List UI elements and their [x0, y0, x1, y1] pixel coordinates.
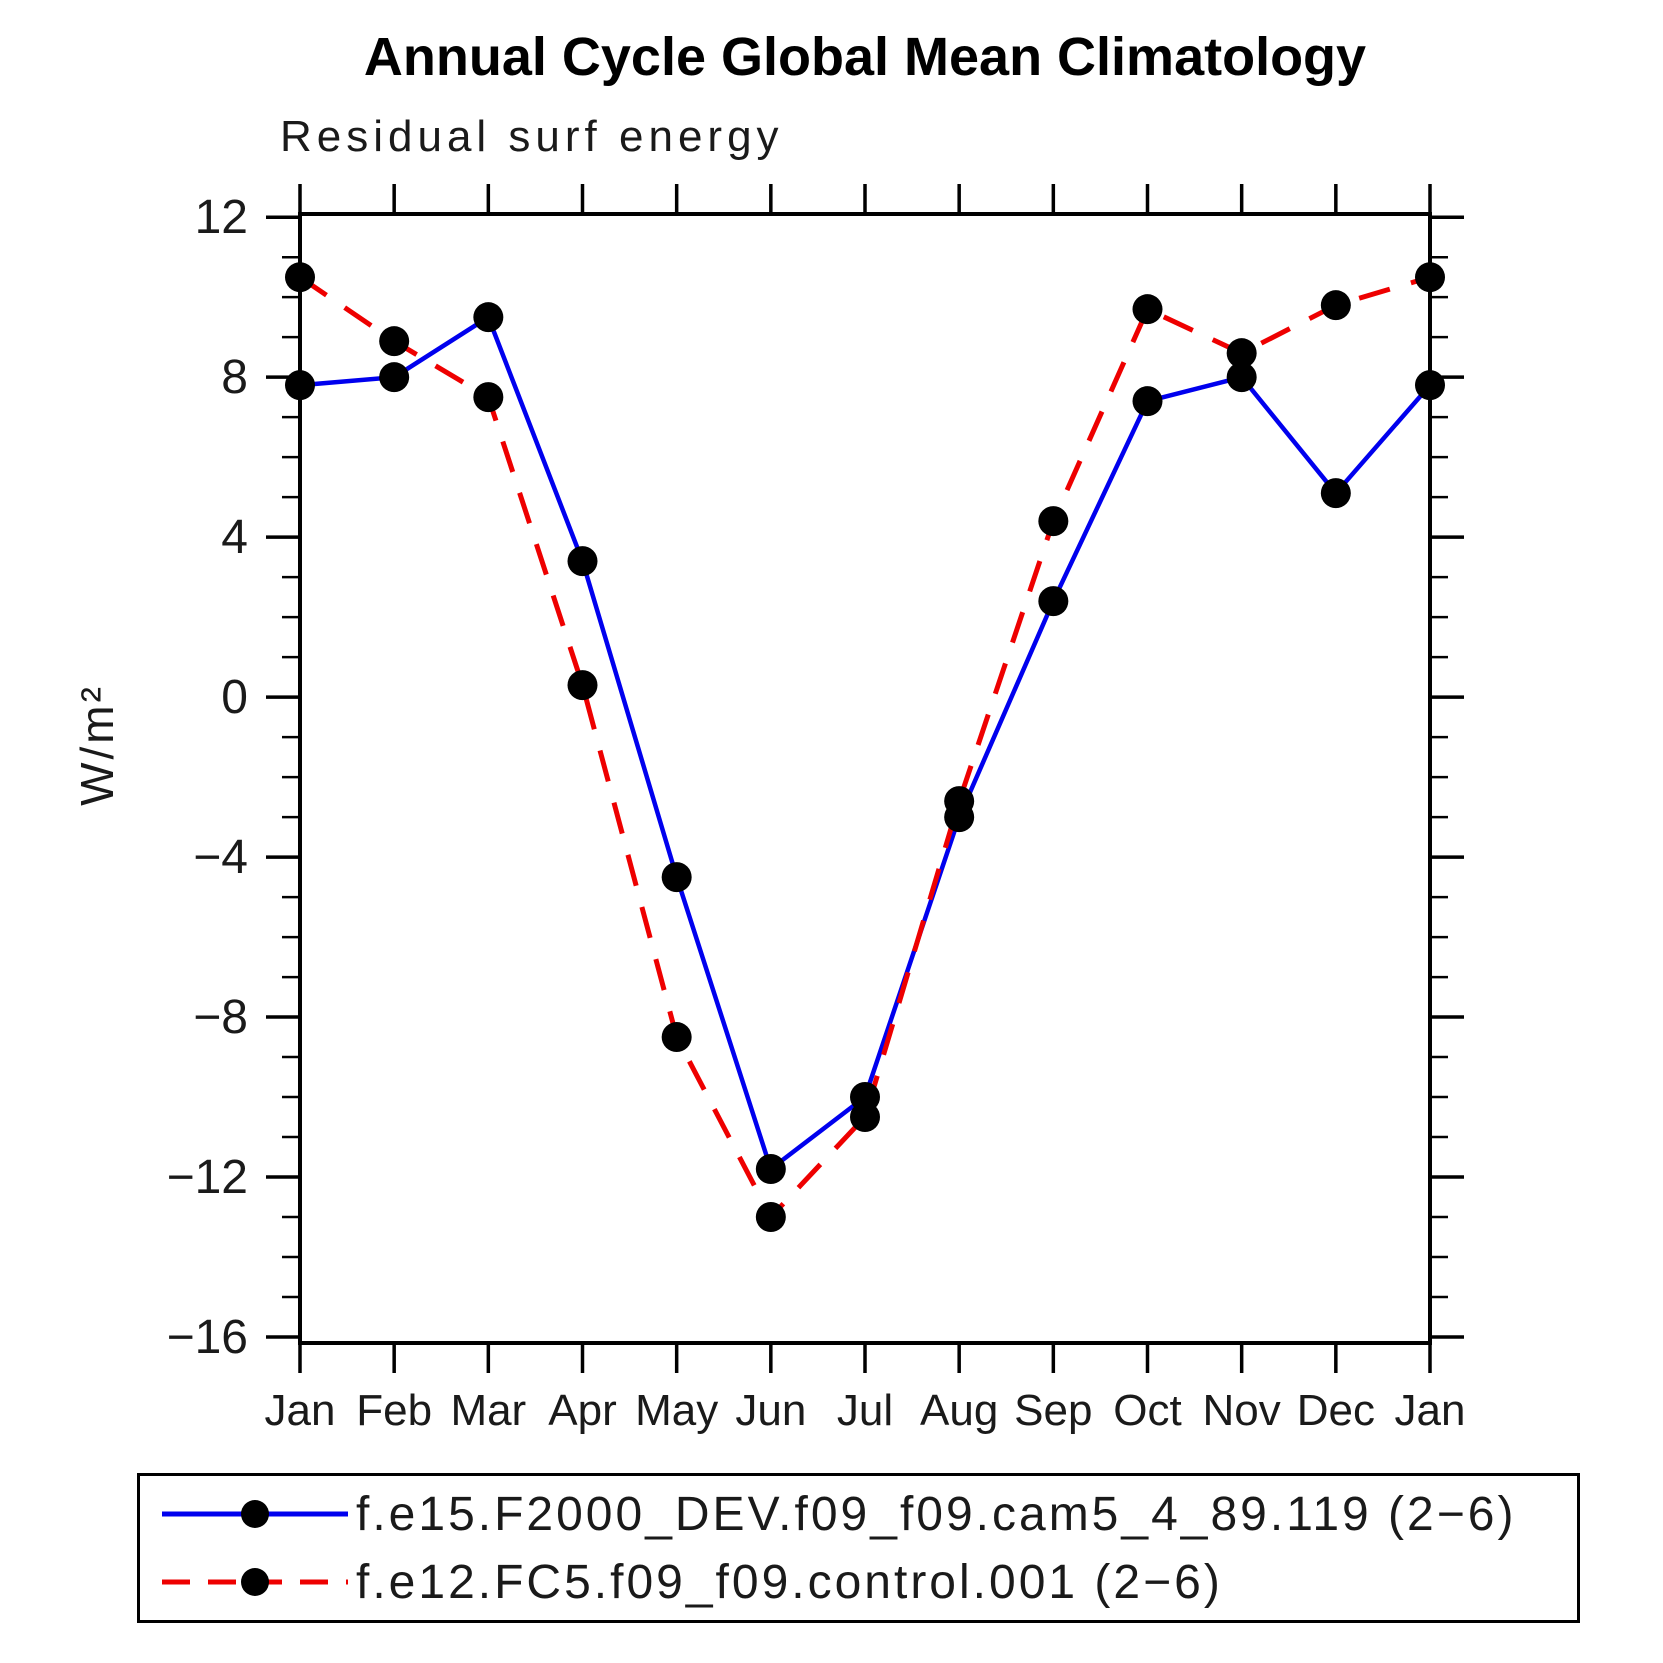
data-point-s1	[755, 1202, 786, 1233]
data-point-s0	[1226, 362, 1257, 393]
data-point-s1	[1226, 338, 1257, 369]
x-tick-label: Jun	[735, 1386, 806, 1435]
data-point-s1	[285, 262, 315, 293]
data-point-s0	[285, 370, 315, 401]
data-point-s1	[379, 326, 410, 357]
y-tick-label: −4	[193, 831, 248, 884]
legend-marker-icon	[241, 1568, 269, 1596]
data-point-s0	[379, 362, 410, 393]
series-line-0	[299, 314, 1432, 1172]
legend-marker-icon	[241, 1500, 269, 1528]
x-tick-label: Nov	[1203, 1386, 1281, 1435]
y-tick-label: 8	[221, 351, 248, 404]
data-point-s1	[944, 786, 975, 817]
x-tick-label: Oct	[1113, 1386, 1181, 1435]
data-point-s1	[1320, 290, 1351, 321]
legend-item-model: f.e15.F2000_DEV.f09_f09.cam5_4_89.119 (2…	[140, 1486, 1577, 1542]
data-point-s1	[567, 670, 598, 701]
legend-line-sample-dashed	[162, 1568, 348, 1596]
data-point-s1	[850, 1102, 880, 1133]
data-point-s0	[755, 1154, 786, 1185]
series-line-1	[298, 274, 1431, 1220]
data-point-s1	[661, 1022, 692, 1053]
data-point-s0	[473, 302, 504, 333]
x-tick-label: Apr	[548, 1386, 616, 1435]
data-point-s0	[1132, 386, 1163, 417]
chart-subtitle: Residual surf energy	[280, 112, 784, 161]
legend-label-control: f.e12.FC5.f09_f09.control.001 (2−6)	[356, 1555, 1223, 1609]
legend-item-control: f.e12.FC5.f09_f09.control.001 (2−6)	[140, 1554, 1577, 1610]
plot-frame	[298, 212, 1432, 1345]
data-point-s1	[1038, 506, 1069, 537]
x-tick-label: Jan	[1395, 1386, 1466, 1435]
data-point-s0	[1038, 586, 1069, 617]
x-tick-label: Mar	[450, 1386, 526, 1435]
data-point-s0	[1415, 370, 1445, 401]
x-tick-label: May	[635, 1386, 718, 1435]
data-point-s0	[1320, 478, 1351, 509]
y-tick-label: −12	[167, 1151, 248, 1204]
x-tick-label: Dec	[1297, 1386, 1375, 1435]
chart-title: Annual Cycle Global Mean Climatology	[363, 27, 1367, 87]
legend-box: f.e15.F2000_DEV.f09_f09.cam5_4_89.119 (2…	[137, 1473, 1580, 1623]
y-tick-label: 4	[221, 511, 248, 564]
x-tick-label: Feb	[356, 1386, 432, 1435]
legend-label-model: f.e15.F2000_DEV.f09_f09.cam5_4_89.119 (2…	[356, 1487, 1517, 1541]
data-point-s0	[567, 546, 598, 577]
y-tick-label: 0	[221, 671, 248, 724]
data-point-s1	[1415, 262, 1445, 293]
y-tick-label: −16	[167, 1311, 248, 1364]
data-point-s1	[1132, 294, 1163, 325]
data-point-s0	[661, 862, 692, 893]
x-tick-label: Jul	[837, 1386, 893, 1435]
x-tick-label: Sep	[1014, 1386, 1092, 1435]
y-tick-label: −8	[193, 991, 248, 1044]
y-tick-label: 12	[195, 191, 248, 244]
legend-line-sample-solid	[162, 1500, 348, 1528]
x-tick-label: Jan	[265, 1386, 336, 1435]
x-tick-label: Aug	[920, 1386, 998, 1435]
data-point-s1	[473, 382, 504, 413]
